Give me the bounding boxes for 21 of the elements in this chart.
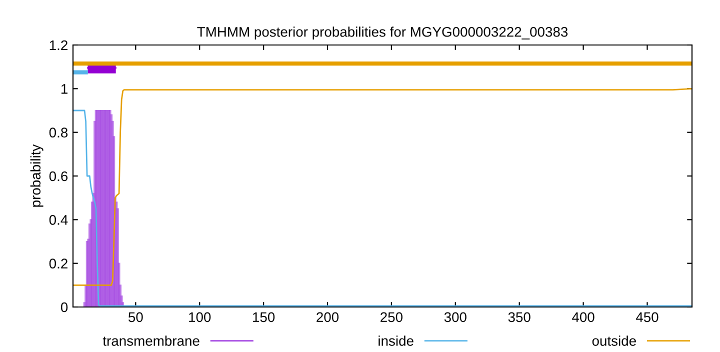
x-tick-label: 350 [508,312,530,322]
y-axis-title: probability [30,144,44,207]
legend-label: transmembrane [102,336,200,346]
x-tick-label: 400 [572,312,594,322]
y-tick-label: 0 [60,302,68,312]
x-tick-label: 300 [444,312,466,322]
x-tick-label: 100 [189,312,211,322]
y-tick-label: 1.2 [50,40,68,50]
x-tick-label: 150 [253,312,275,322]
chart-title: TMHMM posterior probabilities for MGYG000003222_00383 [197,26,568,40]
x-tick-label: 450 [636,312,658,322]
y-tick-label: 1 [61,84,68,94]
y-tick-label: 0.6 [49,171,68,182]
x-tick-label: 200 [316,312,339,322]
y-tick-label: 0.8 [49,128,68,138]
x-tick-label: 50 [128,312,143,322]
x-tick-label: 250 [380,312,402,322]
y-tick-label: 0.4 [49,215,68,225]
legend-label: inside [378,336,414,346]
legend-label: outside [592,336,636,346]
y-tick-label: 0.2 [49,258,68,269]
